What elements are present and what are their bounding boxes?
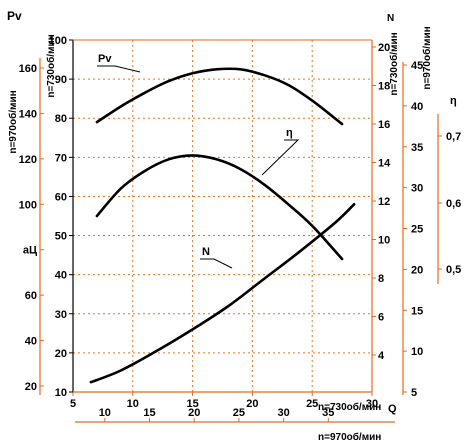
pv970-tick-label: 20 — [25, 381, 37, 393]
eta-tick-label: 0,5 — [446, 264, 461, 276]
series-label-eta: η — [286, 127, 293, 139]
pv970-caption: n=970об/мин — [7, 90, 19, 153]
x730-caption: n=730об/мин — [318, 401, 381, 413]
pv970-tick-label: 160 — [19, 63, 37, 75]
x970-caption: n=970об/мин — [318, 431, 381, 443]
n-axis-title: N — [387, 13, 394, 24]
eta-tick-label: 0,7 — [446, 131, 461, 143]
series-line-eta — [95, 154, 344, 261]
n970-tick-label: 10 — [411, 346, 423, 358]
n730-tick-label: 18 — [378, 81, 390, 93]
pv730-tick-label: 20 — [55, 348, 67, 360]
pv730-tick-label: 60 — [55, 191, 67, 203]
n730-caption: n=730об/мин — [388, 32, 400, 95]
pv970-tick-label: аЦ — [23, 245, 37, 257]
n970-tick-label: 45 — [411, 60, 423, 72]
n970-tick-label: 40 — [411, 101, 423, 113]
pv730-tick-label: 100 — [49, 35, 67, 47]
n970-tick-label: 35 — [411, 142, 423, 154]
axis-captions: Pv n=970об/мин n=730об/мин Nn=730об/мин n=97… — [7, 9, 457, 443]
pv970-tick-label: 140 — [19, 108, 37, 120]
x970-tick-label: 30 — [277, 407, 289, 419]
x730-tick-label: 15 — [186, 398, 198, 410]
x970-tick-label: 25 — [233, 407, 245, 419]
series-label-pv: Pv — [98, 53, 112, 65]
x970-tick-label: 10 — [99, 407, 111, 419]
n970-tick-label: 25 — [411, 224, 423, 236]
n970-tick-label: 5 — [411, 387, 417, 399]
x730-tick-label: 30 — [366, 398, 378, 410]
n730-tick-label: 6 — [378, 312, 384, 324]
x970-tick-label: 35 — [322, 407, 334, 419]
x730-tick-label: 5 — [70, 398, 76, 410]
n730-tick-label: 20 — [378, 42, 390, 54]
n730-tick-label: 14 — [378, 158, 391, 170]
grid-lines — [73, 40, 372, 392]
axes — [39, 39, 439, 423]
n970-tick-label: 15 — [411, 305, 423, 317]
series-line-n — [89, 203, 356, 384]
pv970-tick-label: 120 — [19, 154, 37, 166]
pv-axis-title: Pv — [7, 9, 22, 23]
n970-caption: n=970об/мин — [421, 26, 433, 89]
n970-tick-label: 30 — [411, 183, 423, 195]
series-leader-pv — [97, 65, 141, 73]
pv730-tick-label: 50 — [55, 231, 67, 243]
n730-tick-label: 8 — [378, 273, 384, 285]
n970-tick-label: 20 — [411, 264, 423, 276]
n730-tick-label: 16 — [378, 119, 390, 131]
series-leader-eta — [261, 139, 300, 176]
n730-tick-label: 12 — [378, 196, 390, 208]
series-label-n: N — [202, 246, 210, 258]
q-axis-title: Q — [388, 403, 397, 415]
series-line-pv — [95, 67, 344, 126]
x730-tick-label: 20 — [246, 398, 258, 410]
n730-tick-label: 10 — [378, 235, 390, 247]
pv730-caption: n=730об/мин — [45, 34, 57, 97]
pv730-tick-label: 40 — [55, 270, 67, 282]
series-leader-n — [200, 258, 233, 269]
n730-tick-label: 4 — [378, 350, 385, 362]
eta-tick-label: 0,6 — [446, 198, 461, 210]
eta-axis-title: η — [450, 95, 457, 107]
pv970-tick-label: 60 — [25, 290, 37, 302]
x970-tick-label: 20 — [188, 407, 200, 419]
pv970-tick-label: 100 — [19, 199, 37, 211]
pv970-tick-label: 40 — [25, 336, 37, 348]
pv730-tick-label: 90 — [55, 74, 67, 86]
pv730-tick-label: 70 — [55, 152, 67, 164]
x730-tick-label: 25 — [306, 398, 318, 410]
data-series: Pv η N — [89, 53, 356, 384]
pv730-tick-label: 80 — [55, 113, 67, 125]
pv730-tick-label: 10 — [55, 387, 67, 399]
x970-tick-label: 15 — [143, 407, 155, 419]
x730-tick-label: 10 — [127, 398, 139, 410]
pv730-tick-label: 30 — [55, 309, 67, 321]
